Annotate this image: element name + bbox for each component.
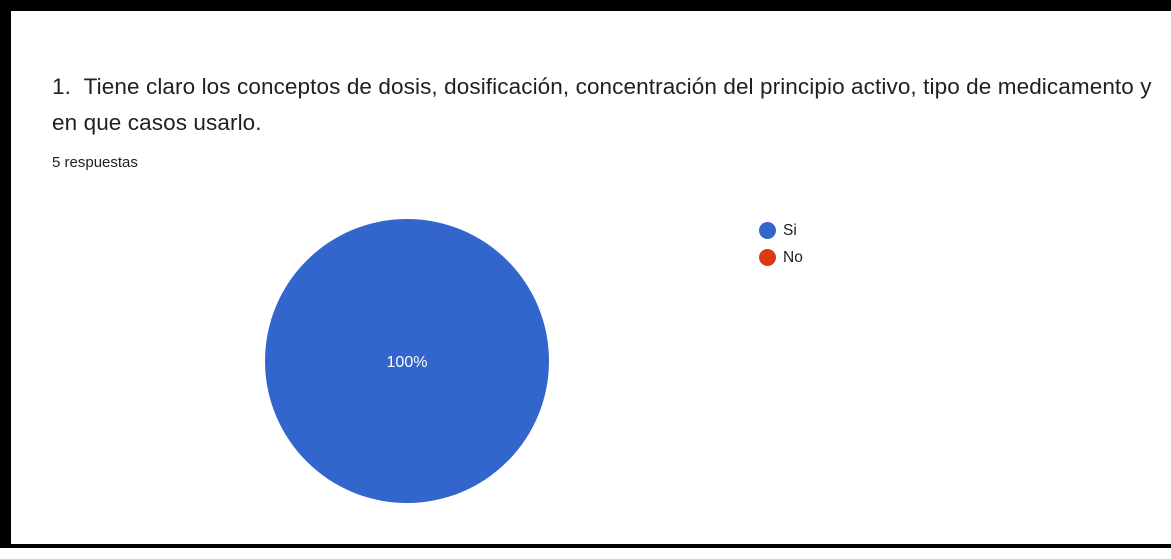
legend-swatch-no <box>759 249 776 266</box>
legend-swatch-si <box>759 222 776 239</box>
chart-legend: Si No <box>759 217 803 271</box>
pie-slice-si[interactable] <box>265 219 549 503</box>
question-title: 1. Tiene claro los conceptos de dosis, d… <box>52 74 1152 135</box>
legend-label-no: No <box>783 248 803 266</box>
response-count: 5 respuestas <box>52 154 138 171</box>
legend-label-si: Si <box>783 221 797 239</box>
pie-chart: 100% <box>265 219 549 503</box>
legend-item-si[interactable]: Si <box>759 217 803 244</box>
legend-item-no[interactable]: No <box>759 244 803 271</box>
pie-data-label-si: 100% <box>387 354 428 371</box>
